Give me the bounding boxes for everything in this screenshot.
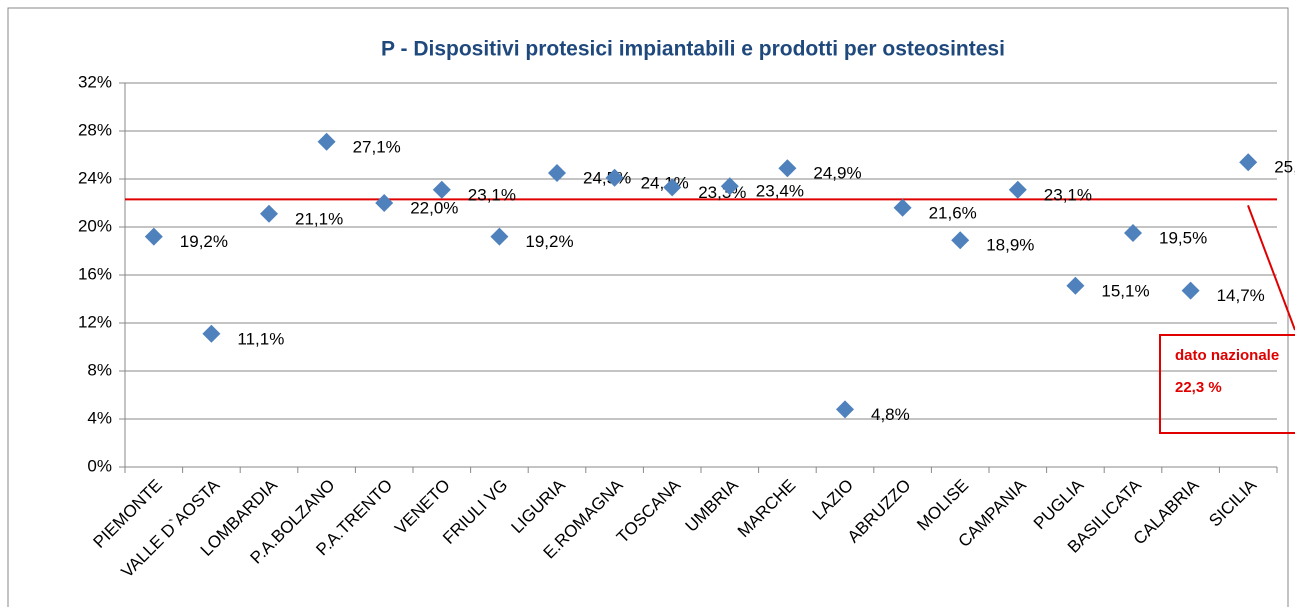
y-tick-label: 32% (78, 72, 112, 91)
data-label: 22,0% (410, 198, 458, 217)
data-label: 11,1% (237, 329, 284, 348)
data-label: 19,2% (525, 232, 573, 251)
data-label: 23,1% (1044, 185, 1092, 204)
data-point (260, 204, 278, 223)
data-point (1239, 153, 1258, 172)
data-label: 18,9% (986, 236, 1034, 255)
data-point (1008, 180, 1027, 199)
data-point (1181, 281, 1200, 300)
data-label: 27,1% (353, 137, 401, 156)
data-label: 21,1% (295, 209, 343, 228)
chart-title: P - Dispositivi protesici impiantabili e… (381, 38, 1005, 61)
data-point (548, 164, 566, 182)
y-tick-label: 20% (78, 216, 112, 235)
data-point (1066, 276, 1085, 295)
data-point (836, 400, 854, 419)
data-point (144, 227, 163, 246)
data-point (778, 159, 797, 178)
data-point (663, 178, 682, 197)
annotation: dato nazionale 22,3 % (1175, 347, 1280, 396)
data-point (490, 227, 509, 246)
data-label: 19,2% (180, 232, 228, 251)
data-label: 4,8% (871, 405, 910, 424)
data-point (432, 180, 451, 199)
data-point (720, 177, 739, 196)
y-tick-label: 16% (78, 264, 112, 283)
data-label: 23,1% (468, 185, 516, 204)
data-point (1124, 224, 1142, 242)
y-tick-label: 4% (87, 408, 112, 427)
data-label: 15,1% (1101, 281, 1149, 300)
data-point (375, 194, 394, 212)
annotation-pointer (1247, 205, 1295, 331)
data-point (951, 231, 970, 250)
data-label: 25,4% (1274, 158, 1295, 177)
data-label: 23,4% (756, 182, 804, 201)
data-point (893, 198, 912, 217)
data-label: 14,7% (1217, 286, 1265, 305)
data-point (202, 324, 221, 343)
y-tick-label: 24% (78, 168, 112, 187)
chart-border (7, 7, 1289, 607)
annotation-box (1159, 334, 1295, 434)
y-tick-label: 12% (78, 312, 112, 331)
y-tick-label: 28% (78, 120, 112, 139)
data-label: 19,5% (1159, 228, 1207, 247)
data-point (317, 132, 336, 151)
data-label: 24,1% (641, 173, 689, 192)
annotation-text: dato nazionale 22,3 % (1175, 347, 1280, 396)
data-label: 24,9% (813, 164, 861, 183)
y-tick-label: 0% (87, 456, 112, 475)
data-label: 21,6% (929, 203, 977, 222)
data-point (605, 168, 624, 187)
y-tick-label: 8% (87, 360, 112, 379)
